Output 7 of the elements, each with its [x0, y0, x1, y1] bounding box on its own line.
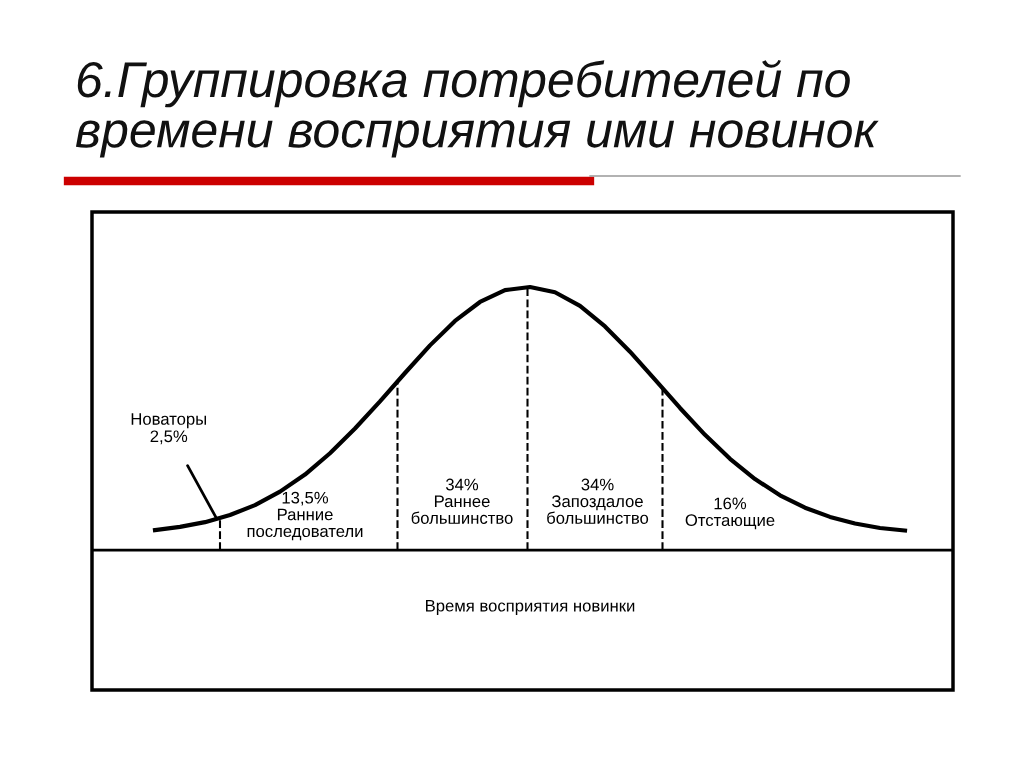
- x-axis-title: Время восприятия новинки: [426, 599, 635, 615]
- annotation: Новаторы 2,5%: [131, 413, 207, 445]
- annotation: 16% Отстающие: [685, 497, 775, 530]
- annotation: 34% Раннее большинство: [411, 478, 513, 524]
- annotation: 13,5% Ранние последователи: [247, 491, 363, 541]
- annotation: 34% Запоздалое большинство: [547, 478, 649, 524]
- chart-title: 6.Группировка потребителей по времени восприятия ими новинок: [75, 60, 879, 158]
